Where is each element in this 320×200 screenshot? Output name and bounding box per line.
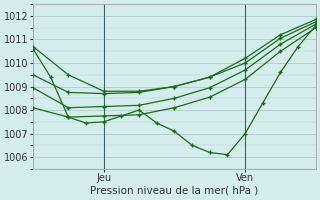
X-axis label: Pression niveau de la mer( hPa ): Pression niveau de la mer( hPa ) [90,186,259,196]
